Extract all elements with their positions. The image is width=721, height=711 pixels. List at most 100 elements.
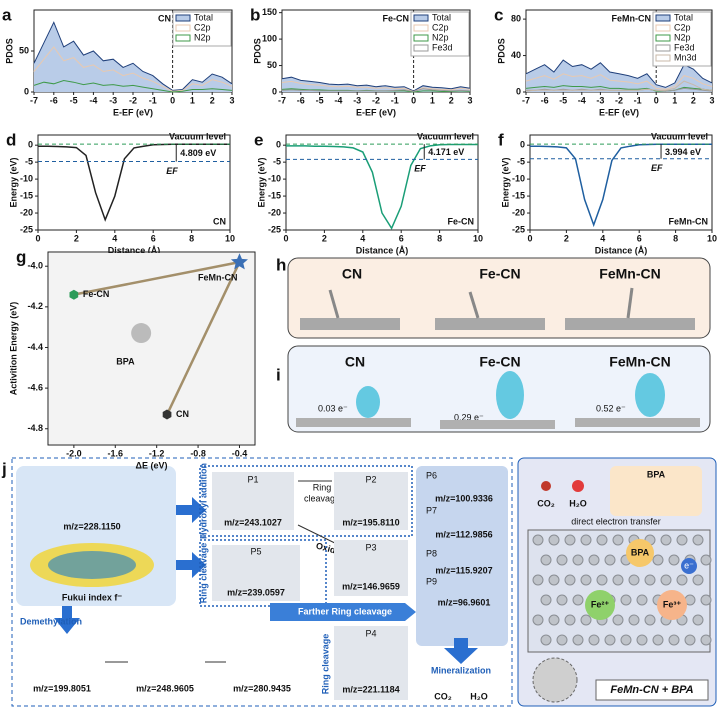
charge-density	[356, 386, 380, 418]
x-tick-label: -3	[353, 95, 361, 105]
x-axis-label: Distance (Å)	[108, 245, 161, 255]
work-function-label: 4.171 eV	[428, 147, 464, 157]
atom	[692, 574, 704, 586]
molecule-label: BPA	[647, 469, 666, 479]
particle	[532, 657, 578, 703]
molecule	[468, 291, 480, 319]
atom	[668, 554, 680, 566]
mz-label: m/z=199.8051	[33, 683, 91, 693]
series-line	[281, 80, 471, 93]
y-tick-label: -4.6	[27, 382, 43, 392]
atom	[660, 574, 672, 586]
data-point	[162, 409, 172, 420]
atom	[692, 614, 704, 626]
x-tick-label: 10	[225, 233, 235, 243]
atom	[572, 554, 584, 566]
panel-label: b	[250, 5, 260, 24]
x-tick-label: 8	[673, 233, 678, 243]
arrow	[176, 497, 206, 523]
y-tick-label: 150	[262, 7, 277, 17]
product-name: P4	[365, 628, 376, 638]
ion-label: Fe³⁺	[663, 599, 682, 609]
legend-label: Total	[194, 12, 213, 22]
plot-bg	[49, 253, 254, 444]
x-tick-label: -1	[391, 95, 399, 105]
x-tick-label: -3	[596, 95, 604, 105]
arrow	[54, 606, 80, 634]
x-axis-label: E-EF (eV)	[356, 107, 396, 117]
legend-swatch	[655, 24, 671, 32]
series-line	[281, 76, 471, 92]
x-tick-label: -4	[89, 95, 97, 105]
mz-label: m/z=239.0597	[227, 587, 285, 597]
series-line	[530, 143, 712, 228]
x-tick-label: 8	[189, 233, 194, 243]
panel-label: g	[16, 247, 26, 266]
y-tick-label: 0	[276, 140, 281, 150]
y-tick-label: -4.0	[27, 261, 43, 271]
atom	[572, 594, 584, 606]
x-tick-label: -4	[334, 95, 342, 105]
series-line	[281, 88, 471, 93]
charge-density	[496, 371, 524, 419]
x-axis-label: E-EF (eV)	[113, 107, 153, 117]
atom	[652, 634, 664, 646]
molecule-label: CO₂	[434, 691, 452, 701]
atom	[564, 534, 576, 546]
atom	[644, 614, 656, 626]
atom	[660, 534, 672, 546]
x-tick-label: 2	[564, 233, 569, 243]
atom	[628, 574, 640, 586]
surface	[527, 529, 711, 653]
atom	[596, 574, 608, 586]
y-axis-label: Energy (eV)	[256, 157, 266, 207]
structure-title: FeMn-CN	[599, 266, 660, 282]
x-tick-label: 8	[437, 233, 442, 243]
atom	[700, 594, 712, 606]
x-tick-label: -7	[30, 95, 38, 105]
atom	[540, 634, 552, 646]
x-axis-label: Distance (Å)	[356, 245, 409, 255]
mz-label: m/z=96.9601	[438, 597, 491, 607]
mz-label: m/z=115.9207	[435, 565, 492, 575]
mz-label: m/z=248.9605	[136, 683, 194, 693]
legend-label: Mn3d	[674, 52, 697, 62]
y-tick-label: -20	[268, 207, 281, 217]
y-tick-label: -25	[512, 224, 525, 234]
x-tick-label: -2	[615, 95, 623, 105]
fukui-map	[48, 551, 136, 579]
product-box	[416, 466, 508, 646]
product-name: P2	[365, 474, 376, 484]
x-tick-label: 2	[449, 95, 454, 105]
legend-swatch	[175, 34, 191, 42]
y-tick-label: 0	[272, 86, 277, 96]
structure-title: CN	[345, 354, 365, 370]
x-tick-label: -2	[129, 95, 137, 105]
molecule	[131, 323, 152, 344]
y-tick-label: 50	[19, 45, 29, 55]
legend-swatch	[655, 34, 671, 42]
trend-line	[165, 261, 241, 416]
product-name: P9	[426, 576, 437, 586]
step-label: Demethylation	[20, 616, 82, 626]
series-line	[33, 21, 233, 91]
panel-label: h	[276, 255, 286, 274]
slab	[565, 318, 695, 330]
atom	[540, 554, 552, 566]
atom	[692, 534, 704, 546]
atom	[636, 594, 648, 606]
chart-title: CN	[158, 13, 171, 23]
chart-title: Fe-CN	[383, 13, 410, 23]
panel-k: k CO₂ H₂O BPA direct electron transfer B…	[517, 457, 717, 707]
product-box	[212, 545, 300, 601]
area	[526, 60, 712, 92]
x-tick-label: 0	[170, 95, 175, 105]
mz-label: m/z=100.9336	[435, 493, 493, 503]
caption-box	[595, 679, 709, 701]
vacuum-label: Vacuum level	[651, 132, 708, 142]
x-tick-label: -6	[541, 95, 549, 105]
x-tick-label: -7	[522, 95, 530, 105]
atom	[668, 634, 680, 646]
step-label: Ring cleavage	[198, 543, 208, 604]
series-line	[525, 85, 713, 92]
